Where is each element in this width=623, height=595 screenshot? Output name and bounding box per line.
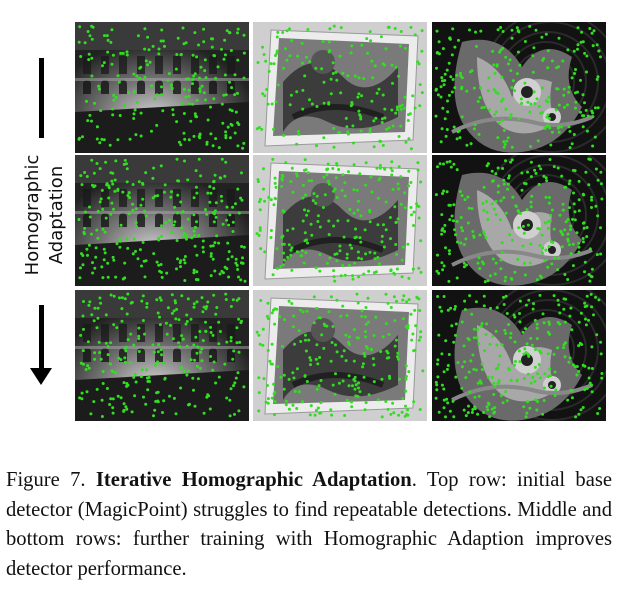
side-label: Homographic Adaptation bbox=[22, 155, 67, 276]
panel-top-poster bbox=[253, 22, 427, 153]
panel-middle-building bbox=[75, 155, 249, 286]
arrow-down-head bbox=[30, 368, 52, 385]
panel-bottom-poster bbox=[253, 290, 427, 421]
panel-middle-poster bbox=[253, 155, 427, 286]
panel-bottom-graffiti bbox=[432, 290, 606, 421]
side-label-line2: Adaptation bbox=[46, 166, 67, 264]
caption-title: Iterative Homographic Adaptation bbox=[95, 469, 412, 491]
panel-top-building bbox=[75, 22, 249, 153]
figure: Homographic Adaptation bbox=[22, 22, 606, 421]
panel-top-graffiti bbox=[432, 22, 606, 153]
panel-bottom-building bbox=[75, 290, 249, 421]
arrow-down-shaft bbox=[39, 305, 44, 371]
caption-body: . Top row: initial base detector (MagicP… bbox=[6, 469, 612, 580]
figure-caption: Figure 7. Iterative Homographic Adaptati… bbox=[6, 466, 612, 584]
panel-middle-graffiti bbox=[432, 155, 606, 286]
caption-prefix: Figure 7. bbox=[6, 469, 86, 491]
side-label-line1: Homographic bbox=[22, 155, 43, 276]
arrow-up-shaft bbox=[39, 58, 44, 138]
